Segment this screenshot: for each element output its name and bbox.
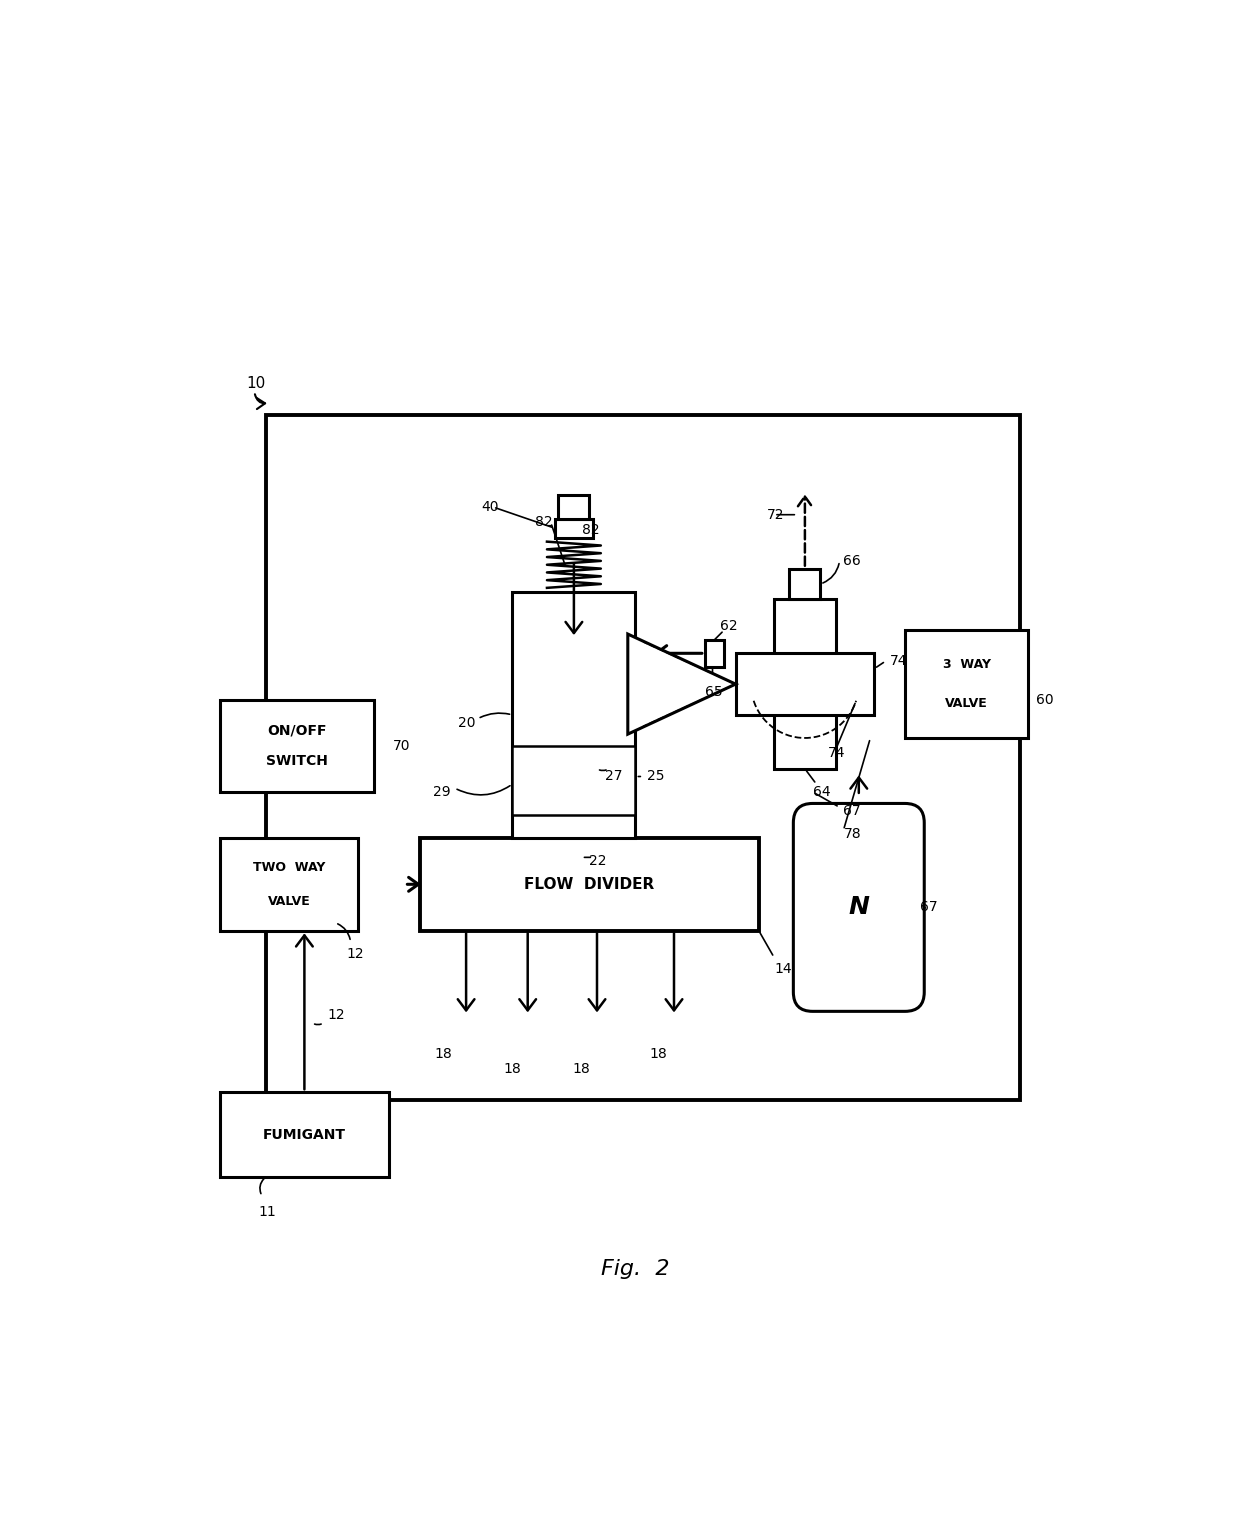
Bar [219,838,358,930]
Text: 18: 18 [573,1062,590,1076]
Bar [558,496,589,519]
Text: 67: 67 [843,805,861,819]
Text: 22: 22 [589,854,606,868]
Text: 29: 29 [433,785,450,799]
Text: 25: 25 [647,770,665,783]
Text: 72: 72 [766,508,784,522]
Bar [265,415,1021,1100]
Text: 62: 62 [720,620,738,633]
Text: 82: 82 [582,523,599,537]
Text: 27: 27 [605,770,622,783]
Bar [790,569,821,600]
Text: 74: 74 [889,653,908,669]
Text: FLOW  DIVIDER: FLOW DIVIDER [525,877,655,892]
Bar [420,838,759,930]
Text: 67: 67 [920,900,937,915]
Text: 11: 11 [258,1204,277,1218]
Text: VALVE: VALVE [268,895,310,907]
Text: 40: 40 [481,500,498,514]
Text: 3  WAY: 3 WAY [942,658,991,672]
Bar [554,519,593,539]
Text: 66: 66 [843,554,861,568]
Bar [512,745,635,815]
Text: FUMIGANT: FUMIGANT [263,1128,346,1141]
Text: 20: 20 [459,716,476,730]
Text: 65: 65 [704,685,723,699]
Polygon shape [627,633,735,734]
Bar [704,640,724,667]
Text: 18: 18 [503,1062,521,1076]
Text: ON/OFF: ON/OFF [267,724,326,737]
Text: 18: 18 [434,1047,451,1060]
Text: 70: 70 [393,739,410,753]
Text: 82: 82 [536,516,553,529]
FancyBboxPatch shape [794,803,924,1011]
Text: TWO  WAY: TWO WAY [253,861,325,874]
Text: 78: 78 [843,828,861,842]
Text: VALVE: VALVE [945,696,988,710]
Text: 18: 18 [650,1047,667,1060]
Text: 14: 14 [774,962,791,976]
Text: 12: 12 [327,1008,345,1022]
Bar [219,1092,389,1177]
Text: 64: 64 [812,785,831,799]
Bar [735,653,874,715]
Bar [512,592,635,838]
Text: SWITCH: SWITCH [265,754,327,768]
Bar [905,630,1028,737]
Text: 74: 74 [828,747,846,760]
Text: 60: 60 [1035,693,1054,707]
Text: Fig.  2: Fig. 2 [601,1259,670,1279]
Text: 12: 12 [347,947,365,961]
Bar [219,699,373,793]
Bar [774,600,836,768]
Text: 10: 10 [247,376,265,392]
Text: N: N [848,895,869,920]
